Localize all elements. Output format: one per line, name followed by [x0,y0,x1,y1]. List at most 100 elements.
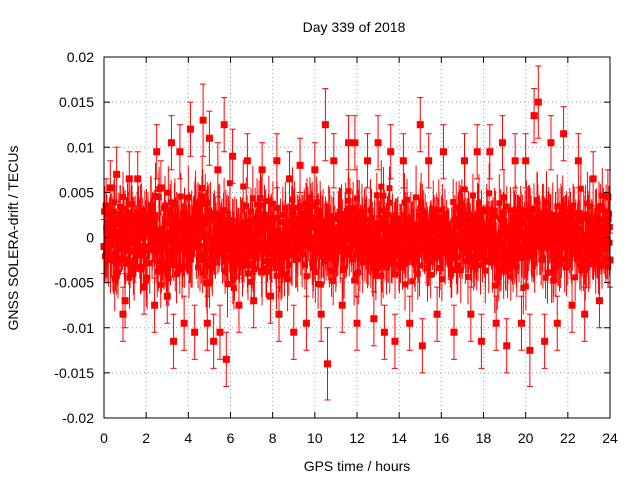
data-point [301,210,308,217]
data-point [550,277,557,284]
data-point [547,139,555,147]
data-point [377,214,384,221]
data-point [178,218,185,225]
data-point-group [134,151,142,207]
data-point [387,148,395,156]
data-point [213,235,220,242]
data-point [403,247,410,254]
x-tick-label: 10 [307,430,323,446]
data-point [581,215,588,222]
data-point [328,267,335,274]
data-point [425,249,432,256]
data-point [111,275,118,282]
data-point [466,215,473,222]
data-point [240,183,247,190]
data-point-group [180,295,188,351]
data-point [544,269,551,276]
x-tick-label: 4 [184,430,192,446]
data-point [127,248,134,255]
data-point [374,139,382,147]
data-point-group [163,268,171,324]
data-point [418,199,425,206]
data-point [250,297,258,305]
data-point [426,242,433,249]
data-point [355,248,362,255]
x-axis-label: GPS time / hours [304,458,411,474]
data-point [108,241,115,248]
data-point [498,139,506,147]
data-point-group [106,160,114,216]
data-point [425,157,433,165]
data-point [517,319,525,327]
data-point [427,271,434,278]
data-point [239,258,246,265]
data-point [185,266,192,273]
data-point [486,190,493,197]
data-point [246,247,253,254]
data-point [248,278,255,285]
data-point [449,255,456,262]
data-point [120,206,127,213]
data-point [433,248,440,255]
data-point [259,248,266,255]
data-point-group [503,318,511,374]
data-point-group [235,277,243,333]
data-point [134,175,142,183]
data-point [409,278,416,285]
data-point [426,258,433,265]
data-point [167,213,174,220]
data-point [345,188,352,195]
data-point [294,247,301,254]
data-point [268,215,275,222]
data-point [568,301,576,309]
data-point [436,218,443,225]
data-point [374,219,381,226]
data-point [562,239,569,246]
data-point-group [353,295,361,351]
data-point [500,266,507,273]
data-point [104,248,111,255]
data-point [222,355,230,363]
data-point [126,274,133,281]
data-point [593,228,600,235]
data-point [580,263,587,270]
data-point [125,175,133,183]
data-point [411,255,418,262]
data-point-group [210,313,218,369]
data-point [265,198,272,205]
data-point-group [450,304,458,360]
data-point [275,262,282,269]
data-point [500,209,507,216]
data-point [326,254,333,261]
data-point [503,203,510,210]
data-point-group [370,291,378,347]
data-point-group [157,160,165,216]
data-point [454,262,461,269]
data-point [597,203,604,210]
data-point [131,265,138,272]
data-point-group [286,151,294,207]
data-point [577,185,584,192]
data-point [382,254,389,261]
data-point-group [486,124,494,180]
x-tick-label: 6 [227,430,235,446]
data-point [550,237,557,244]
data-point [461,186,468,193]
data-point [330,157,338,165]
data-point [168,199,175,206]
data-point [263,265,270,272]
y-tick-label: -0.005 [54,275,94,291]
data-point [302,200,309,207]
data-point [513,263,520,270]
data-point-group [568,277,576,333]
data-point [165,189,172,196]
data-point [245,270,252,277]
data-point-group [418,318,426,374]
data-point [480,226,487,233]
y-tick-label: 0.005 [59,184,94,200]
data-point [329,225,336,232]
data-point [423,252,430,259]
data-point [455,216,462,223]
data-point [275,227,282,234]
data-point [189,251,196,258]
